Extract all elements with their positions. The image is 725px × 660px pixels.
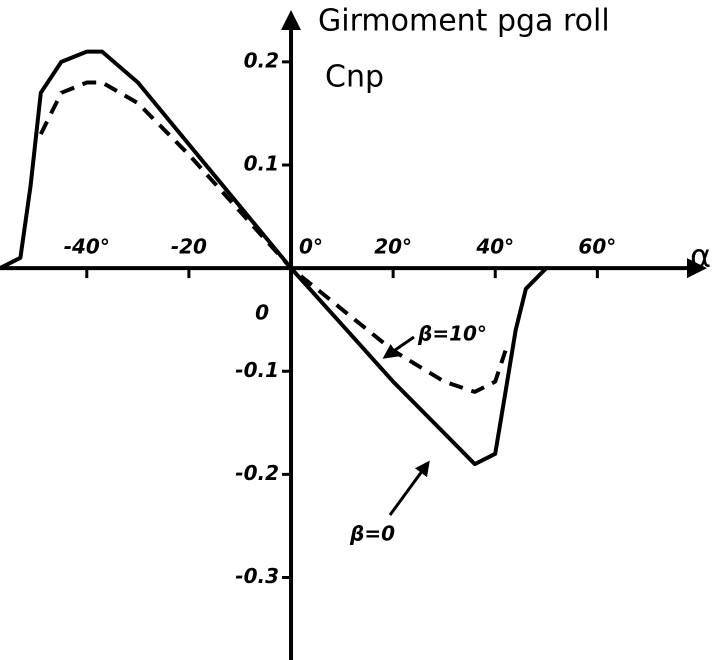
y-tick-label: -0.3 <box>235 564 279 588</box>
x-tick-label: -20 <box>171 235 207 259</box>
series-line <box>39 80 508 394</box>
x-tick-label: -40° <box>64 235 110 259</box>
annotation: β=10° <box>417 322 487 346</box>
y-tick-label: -0.2 <box>235 461 279 485</box>
annotation: β=0 <box>349 522 395 546</box>
annotation-arrow <box>388 460 430 516</box>
y-tick-label: 0.1 <box>244 152 279 176</box>
y-tick-label: -0.1 <box>235 358 279 382</box>
chart-title: Girmoment pga roll <box>318 4 610 39</box>
x-tick-label: 20° <box>374 235 412 259</box>
x-tick-label: 60° <box>578 235 616 259</box>
x-tick-label: 0° <box>299 235 323 259</box>
y-tick-label: 0 <box>255 301 269 325</box>
annotation-arrow <box>382 335 415 359</box>
y-axis-label: Cnp <box>325 60 384 95</box>
series-line <box>0 49 548 467</box>
x-tick-label: 40° <box>475 235 514 259</box>
y-tick-label: 0.2 <box>244 48 279 72</box>
